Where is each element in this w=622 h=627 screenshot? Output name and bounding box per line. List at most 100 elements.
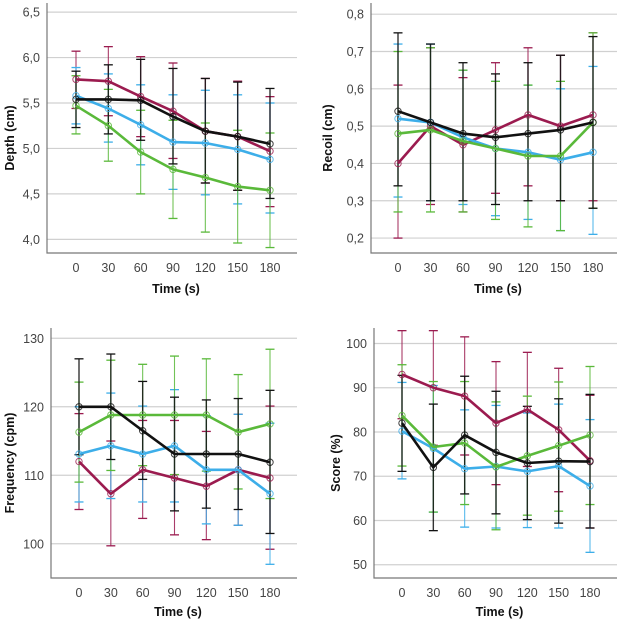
y-tick-label: 0,3 [347, 194, 364, 208]
data-point-blue [136, 121, 145, 129]
data-point-black [75, 403, 83, 411]
series-line-blue [75, 94, 271, 161]
data-point-black [523, 459, 532, 467]
data-point-black [491, 133, 500, 142]
data-point-black [398, 419, 406, 427]
series-line-black [397, 109, 594, 139]
chart-score: 50 60 70 80 90 100 0 30 60 90 120 150 180 Time (s) Sco… [329, 328, 617, 619]
data-point-green [107, 411, 115, 419]
y-tick-label: 50 [353, 558, 367, 572]
y-tick-label: 0,4 [347, 157, 364, 171]
data-point-blue [170, 442, 179, 450]
data-point-blue [586, 482, 594, 490]
x-tick-label: 180 [260, 261, 281, 275]
y-tick-label: 90 [353, 381, 367, 395]
y-tick-label: 100 [23, 537, 44, 551]
data-point-black [492, 448, 500, 457]
data-point-maroon [589, 111, 597, 119]
data-point-green [75, 428, 83, 436]
y-tick-label: 0,2 [347, 232, 364, 246]
x-tick-label: 120 [195, 261, 216, 275]
series-line-green [75, 104, 271, 192]
data-point-black [394, 107, 402, 115]
data-point-green [169, 165, 177, 174]
data-point-black [426, 118, 435, 127]
data-point-black [72, 95, 80, 104]
data-point-black [169, 112, 177, 121]
data-point-maroon [554, 426, 563, 434]
data-point-green [556, 152, 565, 160]
x-tick-label: 0 [76, 586, 83, 600]
y-tick-label: 130 [23, 332, 44, 346]
x-tick-label: 180 [580, 586, 601, 600]
data-point-maroon [170, 474, 179, 482]
data-point-green [233, 182, 242, 191]
x-tick-label: 150 [228, 586, 249, 600]
data-point-black [202, 450, 211, 458]
data-point-maroon [75, 457, 83, 466]
data-point-blue [266, 155, 274, 164]
x-tick-label: 60 [134, 261, 148, 275]
x-tick-label: 30 [104, 586, 118, 600]
data-point-black [234, 450, 242, 458]
x-tick-label: 180 [260, 586, 281, 600]
axis-lines [373, 328, 617, 579]
data-point-maroon [104, 77, 113, 85]
data-point-black [138, 427, 147, 435]
y-tick-label: 0,5 [347, 120, 364, 134]
data-point-blue [169, 138, 177, 146]
x-tick-label: 0 [395, 261, 402, 275]
data-point-green [426, 126, 435, 134]
data-point-black [554, 457, 563, 465]
data-point-black [104, 95, 113, 104]
series-line-maroon [401, 373, 591, 462]
data-point-black [429, 463, 438, 472]
data-point-blue [266, 490, 274, 498]
data-point-green [104, 122, 113, 130]
y-axis-title: Recoil (cm) [321, 104, 335, 171]
x-axis-title: Time (s) [476, 605, 524, 619]
data-point-maroon [523, 405, 532, 414]
series-line-black [79, 405, 271, 464]
data-point-black [266, 140, 274, 148]
data-point-green [398, 411, 406, 420]
data-point-green [266, 186, 274, 194]
data-point-maroon [524, 111, 532, 119]
y-tick-label: 100 [346, 337, 367, 351]
data-point-black [201, 127, 210, 135]
data-point-blue [523, 467, 532, 476]
data-point-blue [233, 145, 242, 154]
data-point-blue [460, 465, 469, 473]
axis-lines [50, 328, 297, 579]
series-line-green [401, 414, 591, 469]
data-point-black [233, 132, 242, 141]
data-point-black [107, 403, 115, 411]
x-tick-label: 180 [583, 261, 604, 275]
data-point-maroon [202, 482, 211, 490]
x-tick-label: 90 [489, 586, 503, 600]
data-point-green [491, 144, 500, 153]
data-point-blue [138, 450, 147, 458]
data-point-maroon [107, 490, 115, 498]
data-point-maroon [138, 466, 147, 474]
x-tick-label: 150 [548, 586, 569, 600]
y-tick-label: 70 [353, 470, 367, 484]
data-point-green [459, 137, 467, 145]
data-point-green [523, 452, 532, 460]
x-tick-label: 0 [399, 586, 406, 600]
data-point-green [586, 431, 594, 439]
y-tick-label: 6,5 [23, 6, 40, 20]
data-point-black [170, 450, 179, 458]
series-line-green [78, 413, 271, 434]
data-point-black [556, 126, 565, 134]
data-point-blue [107, 442, 115, 450]
data-point-green [202, 411, 211, 419]
data-point-maroon [394, 159, 402, 168]
x-tick-label: 90 [168, 586, 182, 600]
data-point-blue [201, 139, 210, 147]
x-tick-label: 120 [517, 586, 538, 600]
y-tick-label: 5,0 [23, 142, 40, 156]
x-tick-label: 0 [73, 261, 80, 275]
data-point-green [138, 411, 147, 419]
